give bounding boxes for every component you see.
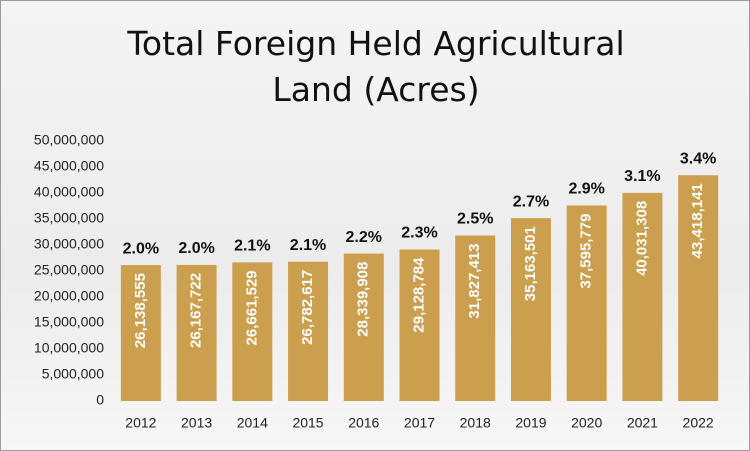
bar bbox=[288, 261, 329, 401]
value-label: 26,661,529 bbox=[243, 270, 260, 345]
percent-label: 2.0% bbox=[123, 240, 159, 257]
value-label: 29,128,784 bbox=[410, 257, 427, 333]
y-tick-label: 10,000,000 bbox=[34, 340, 104, 356]
y-tick-label: 20,000,000 bbox=[34, 288, 104, 304]
bar bbox=[566, 205, 607, 401]
value-label: 26,138,555 bbox=[132, 273, 149, 348]
x-tick-label: 2017 bbox=[404, 415, 435, 431]
y-tick-label: 40,000,000 bbox=[34, 184, 104, 200]
percent-label: 2.2% bbox=[346, 229, 382, 246]
percent-label: 3.4% bbox=[680, 150, 716, 167]
y-tick-label: 30,000,000 bbox=[34, 236, 104, 252]
value-label: 37,595,779 bbox=[578, 214, 595, 289]
x-tick-label: 2018 bbox=[460, 415, 491, 431]
percent-label: 3.1% bbox=[624, 168, 660, 185]
value-label: 26,167,722 bbox=[188, 273, 205, 348]
percent-label: 2.0% bbox=[178, 240, 214, 257]
x-tick-label: 2020 bbox=[571, 415, 602, 431]
bar bbox=[678, 175, 719, 401]
value-label: 31,827,413 bbox=[466, 243, 483, 318]
percent-label: 2.3% bbox=[401, 225, 437, 242]
percent-label: 2.1% bbox=[290, 237, 326, 254]
x-tick-label: 2021 bbox=[627, 415, 658, 431]
bar bbox=[622, 192, 663, 401]
y-tick-label: 45,000,000 bbox=[34, 158, 104, 174]
percent-label: 2.1% bbox=[234, 238, 270, 255]
bar bbox=[399, 249, 440, 401]
x-tick-label: 2016 bbox=[348, 415, 379, 431]
x-tick-label: 2014 bbox=[237, 415, 268, 431]
x-tick-label: 2013 bbox=[181, 415, 212, 431]
bar bbox=[176, 264, 217, 401]
x-tick-label: 2022 bbox=[683, 415, 714, 431]
y-tick-label: 25,000,000 bbox=[34, 262, 104, 278]
bar bbox=[120, 265, 161, 401]
value-label: 35,163,501 bbox=[522, 226, 539, 301]
bar bbox=[510, 218, 551, 401]
percent-label: 2.7% bbox=[513, 193, 549, 210]
value-label: 26,782,617 bbox=[299, 270, 316, 345]
y-tick-label: 5,000,000 bbox=[42, 366, 104, 382]
y-tick-label: 0 bbox=[96, 392, 104, 408]
value-label: 28,339,908 bbox=[355, 262, 372, 337]
percent-label: 2.5% bbox=[457, 211, 493, 228]
y-tick-label: 50,000,000 bbox=[34, 132, 104, 148]
bar bbox=[343, 253, 384, 401]
value-label: 43,418,141 bbox=[689, 183, 706, 258]
y-tick-label: 15,000,000 bbox=[34, 314, 104, 330]
value-label: 40,031,308 bbox=[633, 201, 650, 276]
bar bbox=[232, 262, 273, 401]
x-tick-label: 2019 bbox=[515, 415, 546, 431]
y-tick-label: 35,000,000 bbox=[34, 210, 104, 226]
chart-title: Total Foreign Held Agricultural Land (Ac… bbox=[127, 24, 625, 109]
percent-label: 2.9% bbox=[568, 181, 604, 198]
x-tick-label: 2015 bbox=[292, 415, 323, 431]
x-tick-label: 2012 bbox=[125, 415, 156, 431]
bar bbox=[455, 235, 496, 401]
